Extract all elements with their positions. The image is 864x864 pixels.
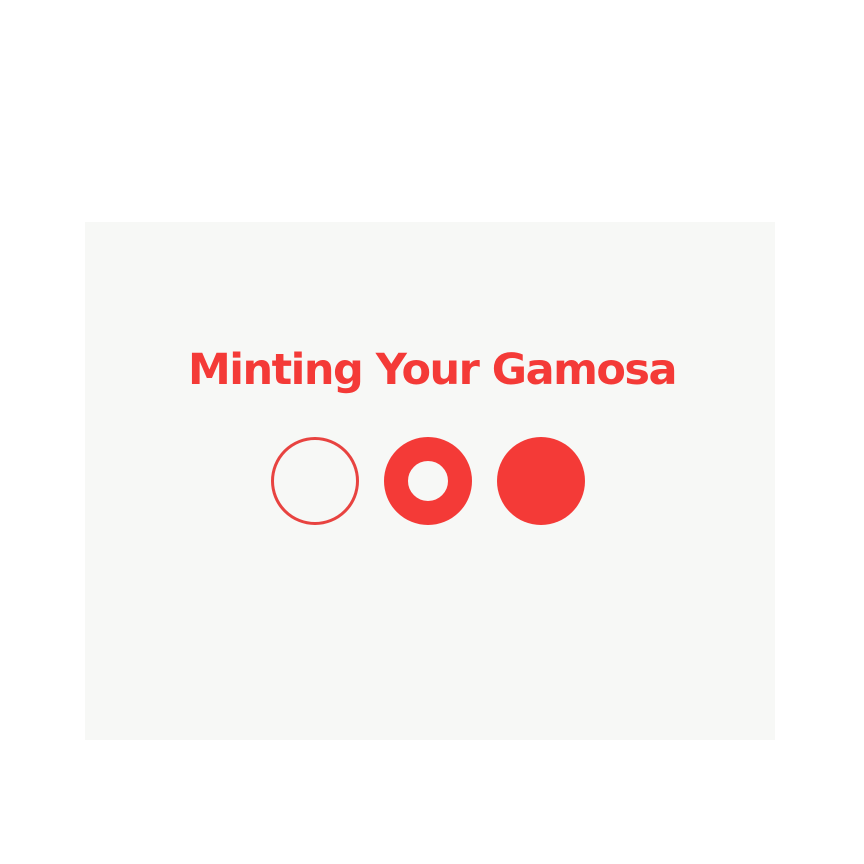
empty-circle-icon [271,437,359,525]
filled-circle-icon [497,437,585,525]
progress-indicator [271,437,587,527]
ring-circle-icon [384,437,472,525]
loading-title: Minting Your Gamosa [187,345,678,395]
